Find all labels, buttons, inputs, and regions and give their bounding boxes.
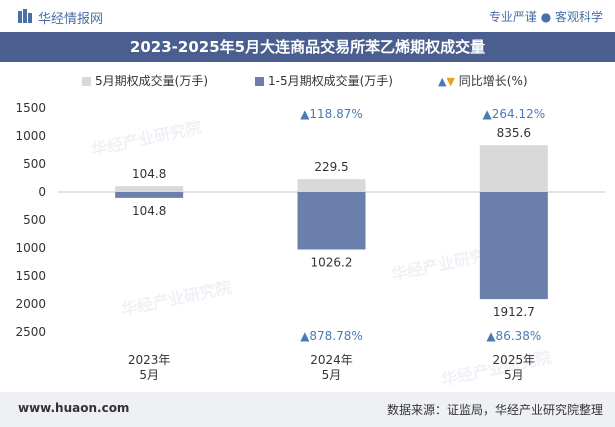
triangle-up-icon: ▲ <box>438 75 447 88</box>
y-tick-label: 2000 <box>15 297 46 311</box>
x-category-label: 2025年 <box>493 353 536 367</box>
data-label-series1: 104.8 <box>132 167 166 181</box>
data-label-series1: 229.5 <box>314 160 348 174</box>
legend-swatch-series1 <box>82 77 91 86</box>
y-tick-label: 2500 <box>15 325 46 339</box>
legend-label-series2: 1-5月期权成交量(万手) <box>268 74 393 88</box>
y-tick-label: 0 <box>38 185 46 199</box>
y-tick-label: 1000 <box>15 241 46 255</box>
y-tick-label: 1500 <box>15 269 46 283</box>
x-category-label: 5月 <box>139 368 159 382</box>
logo-text: 华经情报网 <box>38 12 104 27</box>
x-category-label: 5月 <box>322 368 342 382</box>
x-category-label: 2023年 <box>128 353 171 367</box>
bar-series2 <box>115 192 184 198</box>
legend-item-series2: 1-5月期权成交量(万手) <box>255 72 393 89</box>
slogan-right: 客观科学 <box>554 10 603 24</box>
legend-label-series3: 同比增长(%) <box>458 74 528 88</box>
slogan-left: 专业严谨 <box>488 10 537 24</box>
triangle-down-icon: ▼ <box>446 75 455 88</box>
bar-series1 <box>115 186 184 192</box>
growth-label-bottom: ▲86.38% <box>486 329 541 343</box>
x-category-label: 5月 <box>504 368 524 382</box>
slogan: 专业严谨 ● 客观科学 <box>489 8 603 25</box>
footer-website: www.huaon.com <box>18 401 130 415</box>
x-category-label: 2024年 <box>310 353 353 367</box>
y-tick-label: 500 <box>23 157 46 171</box>
data-label-series2: 104.8 <box>132 204 166 218</box>
y-tick-label: 500 <box>23 213 46 227</box>
legend-label-series1: 5月期权成交量(万手) <box>95 74 208 88</box>
data-label-series2: 1912.7 <box>493 305 535 319</box>
footer-source: 数据来源：证监局，华经产业研究院整理 <box>386 403 603 417</box>
footer-bar <box>0 392 615 427</box>
top-bar: 华经情报网 专业严谨 ● 客观科学 <box>0 0 615 32</box>
slogan-dot-icon: ● <box>540 10 555 24</box>
y-tick-label: 1500 <box>15 101 46 115</box>
legend-swatch-series2 <box>255 77 264 86</box>
growth-label-bottom: ▲878.78% <box>300 329 363 343</box>
logo-icon <box>18 9 32 23</box>
legend-item-series3: ▲▼ 同比增长(%) <box>438 72 528 89</box>
bar-chart: 1500 1000 500 0 500 1000 1500 2000 2500 104.8 104.… <box>15 101 605 382</box>
data-label-series1: 835.6 <box>497 126 531 140</box>
legend: 5月期权成交量(万手) 1-5月期权成交量(万手) ▲▼ 同比增长(%) <box>0 70 615 90</box>
bar-series2 <box>297 192 366 250</box>
data-label-series2: 1026.2 <box>311 255 353 269</box>
chart-title: 2023-2025年5月大连商品交易所苯乙烯期权成交量 <box>0 32 615 62</box>
bar-series2 <box>479 192 548 300</box>
bar-series1 <box>297 179 366 192</box>
y-tick-label: 1000 <box>15 129 46 143</box>
bar-series1 <box>479 145 548 192</box>
legend-item-series1: 5月期权成交量(万手) <box>82 72 208 89</box>
growth-label-top: ▲118.87% <box>300 107 363 121</box>
growth-label-top: ▲264.12% <box>483 107 546 121</box>
